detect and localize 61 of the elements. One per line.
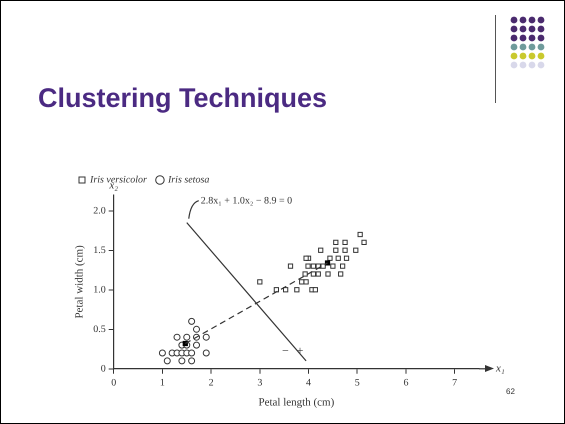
annotation: + (296, 344, 304, 358)
x-tick-label: 1 (160, 377, 165, 388)
point (305, 263, 311, 269)
point (283, 287, 288, 292)
y-tick-label: 1.0 (93, 284, 106, 296)
point (164, 357, 171, 364)
point (288, 263, 294, 269)
point (342, 240, 348, 246)
y-axis-title: Petal width (cm) (73, 244, 86, 319)
point (330, 263, 336, 269)
point (202, 350, 210, 356)
x-tick-label: 6 (403, 377, 408, 388)
point (193, 326, 200, 333)
point (183, 334, 190, 341)
x-tick-label: 4 (306, 377, 312, 388)
point (274, 287, 279, 292)
text: x₁ (495, 362, 505, 375)
point (202, 334, 210, 341)
text: 62 (506, 387, 515, 396)
point (294, 287, 300, 292)
point (353, 248, 358, 253)
point (174, 334, 181, 341)
chart-title: Clustering Techniques (38, 83, 328, 114)
point (316, 271, 321, 277)
x-tick-label: 2 (208, 377, 214, 388)
point (188, 357, 196, 364)
x-axis-title: Petal length (cm) (258, 396, 335, 408)
point (257, 279, 262, 285)
point (338, 271, 344, 277)
point (342, 248, 348, 253)
y-tick-label: 2.0 (93, 205, 106, 216)
point (303, 256, 309, 261)
point (178, 357, 186, 364)
y-tick-label: 0.5 (93, 324, 106, 335)
point (312, 287, 318, 292)
point (318, 248, 324, 253)
point (303, 279, 309, 285)
point (158, 350, 166, 356)
point (336, 256, 341, 261)
x-tick-label: 3 (257, 377, 262, 388)
point (358, 232, 363, 238)
annotation: − (282, 344, 289, 358)
y-tick-label: 0 (100, 363, 106, 374)
point (333, 248, 338, 253)
x-tick-label: 0 (111, 377, 116, 388)
point (188, 350, 196, 356)
point (188, 318, 196, 325)
annotation: 2.8x₁ + 1.0x₂ − 8.9 = 0 (200, 195, 292, 206)
point (327, 256, 333, 261)
point (325, 271, 331, 277)
legend-label: Iris setosa (166, 174, 210, 186)
x-tick-label: 5 (354, 377, 360, 388)
point (193, 342, 200, 349)
point (361, 240, 367, 246)
point (340, 263, 346, 269)
point (344, 256, 350, 261)
y-tick-label: 1.5 (93, 244, 106, 256)
point (320, 263, 326, 269)
point (302, 271, 308, 277)
point (333, 240, 338, 246)
x-tick-label: 7 (452, 377, 458, 388)
